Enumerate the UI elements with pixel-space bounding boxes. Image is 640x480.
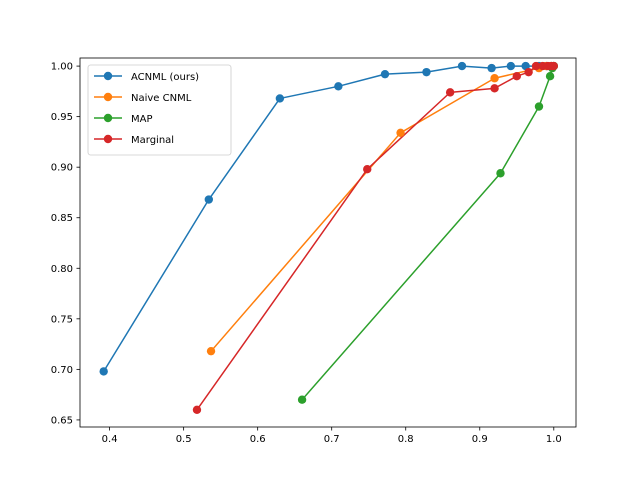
data-point [380, 69, 390, 79]
y-tick-label: 1.00 [51, 62, 73, 73]
legend-box [87, 64, 232, 156]
y-tick-label: 0.85 [51, 213, 73, 224]
legend-label: MAP [131, 114, 153, 125]
data-point [506, 61, 516, 71]
data-point [487, 63, 496, 73]
data-point [534, 102, 544, 111]
y-tick-label: 0.70 [51, 365, 73, 376]
x-tick-label: 1.0 [546, 434, 562, 445]
y-tick-label: 0.75 [51, 314, 73, 325]
y-tick-label: 0.95 [51, 112, 73, 123]
data-point [192, 405, 202, 415]
data-point [496, 169, 505, 178]
plot-area-border [79, 57, 577, 428]
y-tick-label: 0.80 [51, 264, 73, 275]
data-point [445, 88, 455, 97]
data-point [363, 165, 372, 174]
legend-marker [103, 71, 113, 81]
y-tick-label: 0.90 [51, 163, 73, 174]
x-tick-label: 0.5 [176, 434, 192, 445]
legend-marker [103, 92, 113, 102]
legend-label: Marginal [131, 135, 174, 146]
x-tick-label: 0.9 [472, 434, 488, 445]
data-point [490, 84, 499, 93]
data-point [549, 61, 558, 71]
x-tick-label: 0.7 [324, 434, 340, 445]
data-point [457, 61, 467, 71]
series-markers [99, 61, 558, 415]
legend-marker [103, 113, 113, 123]
data-point [297, 395, 307, 404]
legend-label: ACNML (ours) [131, 72, 199, 83]
x-tick-label: 0.4 [102, 434, 118, 445]
data-point [490, 74, 499, 83]
data-point [99, 367, 108, 376]
axes-frame [79, 57, 577, 428]
legend: ACNML (ours) Naive CNML MAP Marginal [87, 64, 232, 156]
x-axis-ticks: 0.4 0.5 0.6 0.7 0.8 0.9 1.0 [102, 427, 562, 445]
data-point [524, 67, 533, 77]
x-tick-label: 0.6 [250, 434, 266, 445]
data-point [334, 82, 343, 91]
data-point [545, 72, 555, 81]
legend-label: Naive CNML [131, 93, 192, 104]
y-tick-label: 0.65 [51, 415, 73, 426]
data-point [206, 346, 216, 356]
x-tick-label: 0.8 [398, 434, 414, 445]
legend-marker [103, 134, 113, 144]
data-point [512, 72, 521, 81]
data-point [422, 67, 431, 77]
data-point [275, 94, 285, 103]
y-axis-ticks: 0.65 0.70 0.75 0.80 0.85 0.90 0.95 1.00 [51, 62, 80, 426]
data-point [531, 61, 541, 71]
data-point [396, 128, 405, 138]
data-point [204, 195, 214, 204]
